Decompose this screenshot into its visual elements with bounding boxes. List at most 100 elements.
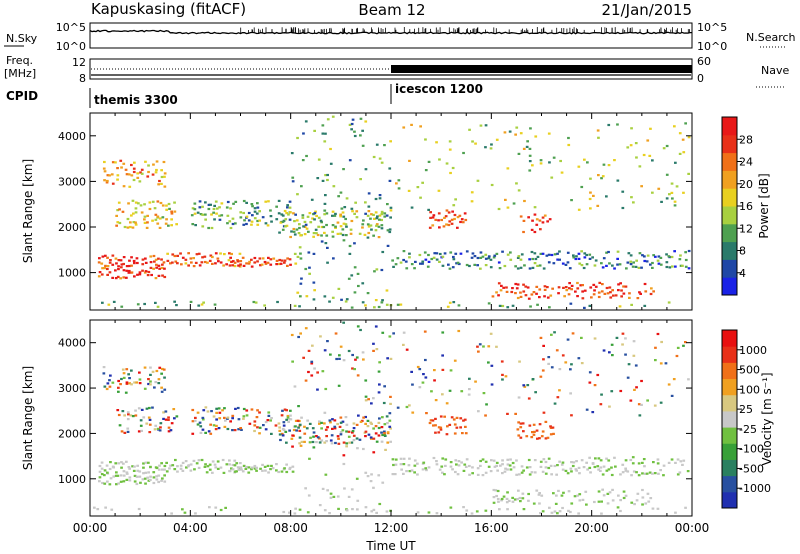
heatmap-cell [576,287,580,290]
heatmap-cell [353,130,356,133]
noise-search-spikes [240,27,690,33]
heatmap-cell [292,227,296,231]
heatmap-cell [616,123,619,126]
heatmap-cell [112,300,116,303]
heatmap-cell [298,246,302,249]
heatmap-cell [626,376,630,379]
heatmap-cell [378,218,381,221]
heatmap-cell [374,211,378,214]
heatmap-cell [476,264,479,267]
heatmap-cell [154,381,158,384]
heatmap-cell [120,377,123,381]
heatmap-cell [627,363,631,366]
heatmap-cell [407,464,411,467]
heatmap-cell [157,474,161,477]
heatmap-cell [482,345,485,348]
heatmap-cell [654,346,657,349]
heatmap-cell [591,411,595,414]
heatmap-cell [630,127,633,130]
heatmap-cell [166,252,169,255]
heatmap-cell [597,291,601,294]
heatmap-cell [621,332,625,335]
heatmap-cell [684,341,687,344]
heatmap-cell [450,416,454,419]
heatmap-cell [154,424,158,427]
heatmap-cell [538,437,541,440]
heatmap-cell [141,269,144,272]
heatmap-cell [160,175,164,179]
heatmap-cell [191,207,195,210]
heatmap-cell [632,354,636,357]
heatmap-cell [364,435,367,438]
colorbar-swatch [722,491,737,509]
heatmap-cell [487,361,490,364]
heatmap-cell [337,384,341,387]
heatmap-cell [342,359,346,362]
heatmap-cell [427,253,430,257]
heatmap-cell [260,263,264,266]
heatmap-cell [388,179,392,182]
heatmap-cell [255,212,259,215]
heatmap-cell [392,265,395,268]
heatmap-cell [283,467,286,470]
heatmap-cell [435,252,439,255]
heatmap-cell [645,472,649,475]
heatmap-cell [427,260,431,263]
heatmap-cell [574,257,578,261]
heatmap-cell [204,218,207,221]
heatmap-cell [484,471,488,474]
heatmap-cell [643,259,647,263]
heatmap-cell [506,412,509,415]
heatmap-cell [285,418,288,421]
heatmap-cell [101,301,104,304]
heatmap-cell [408,404,411,407]
heatmap-cell [274,424,278,427]
heatmap-cell [487,345,491,348]
heatmap-cell [125,276,128,279]
heatmap-cell [326,340,329,343]
heatmap-cell [110,173,114,176]
heatmap-cell [641,496,645,499]
heatmap-cell [641,254,644,257]
heatmap-cell [311,427,315,430]
heatmap-cell [375,268,379,271]
heatmap-cell [296,419,300,422]
heatmap-cell [163,474,166,477]
heatmap-cell [479,256,483,259]
heatmap-cell [173,210,177,213]
heatmap-cell [372,486,375,489]
heatmap-cell [341,420,345,423]
heatmap-cell [324,428,328,431]
heatmap-cell [381,416,384,419]
heatmap-cell [489,470,493,473]
heatmap-cell [290,437,294,440]
heatmap-cell [448,389,452,392]
heatmap-cell [389,395,392,398]
heatmap-cell [223,425,227,428]
heatmap-cell [427,511,431,514]
heatmap-cell [302,132,305,135]
heatmap-cell [192,257,195,260]
heatmap-cell [386,431,390,434]
heatmap-cell [263,465,267,468]
heatmap-cell [206,410,210,413]
heatmap-cell [336,422,339,426]
heatmap-cell [183,511,187,514]
heatmap-cell [259,264,262,267]
heatmap-cell [286,264,289,267]
heatmap-cell [323,140,327,143]
heatmap-cell [127,271,131,274]
heatmap-cell [341,211,345,214]
heatmap-cell [489,332,493,335]
heatmap-cell [101,255,105,258]
heatmap-cell [533,471,537,474]
heatmap-cell [399,457,403,460]
heatmap-cell [631,265,635,268]
heatmap-cell [374,425,378,428]
heatmap-cell [116,275,120,278]
heatmap-cell [116,221,120,224]
heatmap-cell [245,222,248,226]
heatmap-cell [544,420,548,423]
heatmap-cell [294,507,297,510]
